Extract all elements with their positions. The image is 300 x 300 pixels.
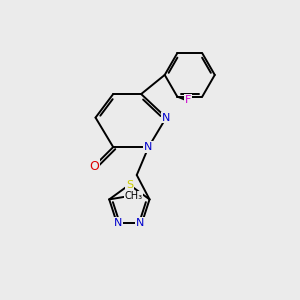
Text: O: O <box>89 160 99 173</box>
Text: S: S <box>126 180 133 190</box>
Text: N: N <box>144 142 153 152</box>
Text: F: F <box>185 94 191 104</box>
Text: N: N <box>114 218 123 228</box>
Text: N: N <box>136 218 145 228</box>
Text: CH₃: CH₃ <box>124 191 142 201</box>
Text: N: N <box>162 112 170 123</box>
